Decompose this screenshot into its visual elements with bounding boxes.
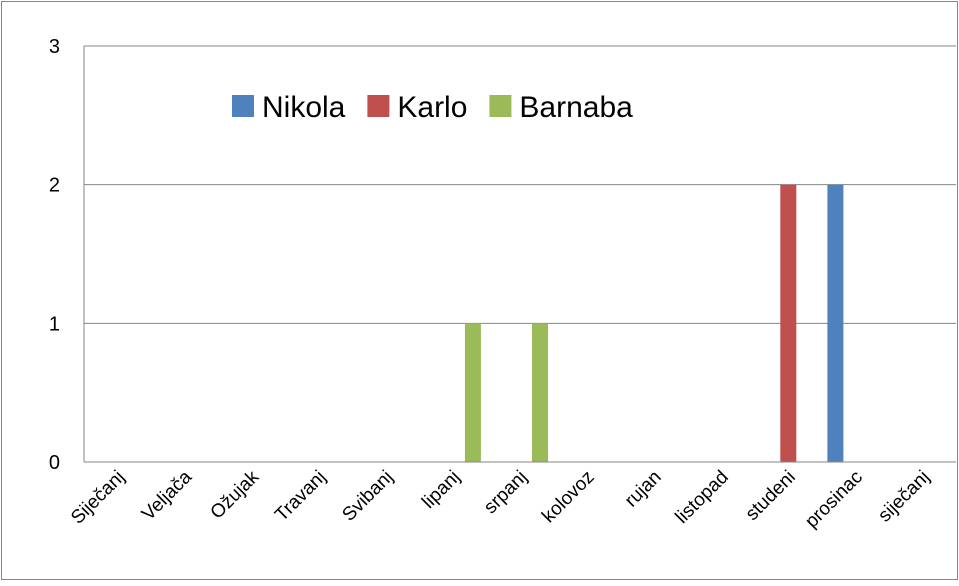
bar-barnaba-6 [532,323,548,462]
y-tick-label: 2 [49,175,60,197]
legend-label-karlo: Karlo [397,91,467,124]
legend-swatch-karlo [367,95,390,117]
bars [464,184,844,462]
y-tick-label: 0 [49,452,60,474]
y-tick-label: 1 [49,313,60,335]
bar-nikola-11 [827,184,844,462]
legend-label-barnaba: Barnaba [519,91,633,124]
legend: Nikola Karlo Barnaba [232,91,633,124]
bar-barnaba-5 [464,323,481,462]
bar-karlo-10 [780,184,797,462]
legend-swatch-nikola [232,95,254,117]
legend-swatch-barnaba [489,95,512,117]
y-tick-label: 3 [49,36,60,58]
legend-label-nikola: Nikola [262,91,346,124]
